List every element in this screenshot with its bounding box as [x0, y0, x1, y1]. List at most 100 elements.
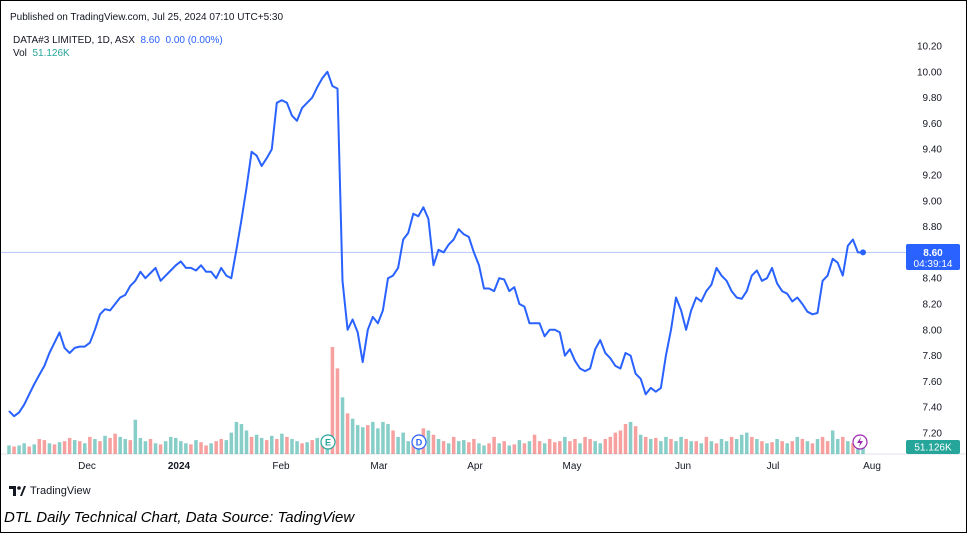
volume-bar — [194, 440, 198, 454]
volume-bar — [270, 435, 274, 454]
volume-bar — [441, 441, 446, 454]
volume-bar — [664, 436, 668, 454]
y-tick-label: 9.40 — [923, 145, 943, 156]
volume-bar — [456, 441, 461, 454]
volume-bar — [618, 430, 623, 454]
volume-bar — [234, 421, 239, 454]
volume-bar — [72, 440, 77, 454]
tradingview-logo-icon — [9, 486, 26, 496]
volume-bar — [750, 436, 754, 454]
volume-bar — [623, 424, 628, 454]
volume-bar — [497, 443, 501, 454]
volume-bar — [785, 443, 789, 454]
symbol-name: DATA#3 LIMITED, 1D, ASX — [13, 35, 135, 46]
y-tick-label: 9.80 — [923, 93, 943, 104]
price-badge-bg — [906, 244, 960, 270]
volume-bar — [108, 437, 112, 454]
volume-bar — [835, 439, 840, 454]
earnings-marker[interactable]: E — [320, 434, 336, 450]
y-tick-label: 7.80 — [923, 351, 943, 362]
volume-bar — [83, 443, 87, 454]
price-badge: 8.60 04:39:14 — [906, 244, 960, 270]
y-tick-label: 8.40 — [923, 274, 943, 285]
volume-bar — [830, 430, 835, 454]
volume-bar — [27, 446, 31, 454]
volume-bar — [204, 445, 208, 454]
volume-bar — [547, 439, 552, 454]
volume-bar — [381, 421, 385, 454]
volume-bar — [507, 445, 512, 454]
last-price-dot — [860, 249, 866, 256]
volume-bar — [98, 441, 102, 454]
price-series-line — [8, 70, 863, 418]
legend-change: 0.00 (0.00%) — [165, 35, 223, 46]
volume-bar — [563, 436, 567, 454]
volume-bar — [310, 440, 314, 454]
symbol-legend[interactable]: DATA#3 LIMITED, 1D, ASX 8.60 0.00 (0.00%… — [13, 35, 223, 46]
volume-bar — [209, 443, 213, 454]
volume-bar — [376, 428, 380, 454]
volume-bar — [588, 439, 592, 454]
volume-bar — [280, 433, 284, 454]
volume-bar — [103, 435, 107, 454]
volume-bar — [32, 444, 37, 454]
volume-bar — [765, 443, 769, 454]
volume-bar — [502, 441, 506, 454]
volume-bar — [780, 441, 784, 454]
dividend-marker[interactable]: D — [411, 434, 427, 450]
price-chart[interactable]: 10.2010.009.809.609.409.209.008.808.608.… — [1, 1, 966, 481]
volume-bar — [123, 439, 127, 454]
volume-bar — [573, 439, 577, 454]
volume-bar — [633, 426, 638, 454]
volume-bar — [315, 437, 320, 454]
volume-bar — [851, 443, 855, 454]
x-tick-label: Mar — [370, 461, 388, 472]
volume-bar — [608, 436, 613, 454]
y-tick-label: 7.20 — [923, 429, 943, 440]
volume-bar — [239, 424, 244, 454]
volume-bar — [689, 441, 693, 454]
volume-bar — [467, 442, 471, 454]
volume-bar — [684, 439, 688, 454]
price-axis: 10.20 10.00 9.80 9.60 9.40 9.20 9.00 8.80 8.60 8.… — [917, 42, 942, 440]
volume-bar — [386, 424, 390, 454]
y-tick-label: 9.00 — [923, 196, 943, 207]
volume-bar — [229, 432, 234, 454]
volume-bar — [598, 443, 602, 454]
volume-bar — [224, 440, 229, 454]
volume-bar — [163, 441, 168, 454]
volume-legend[interactable]: Vol 51.126K — [13, 48, 70, 59]
volume-bar — [12, 446, 16, 454]
volume-bar — [411, 443, 416, 454]
published-text: Published on TradingView.com, Jul 25, 20… — [10, 12, 284, 23]
volume-bar — [350, 418, 355, 454]
lightning-event-icon[interactable] — [852, 434, 868, 450]
volume-bar — [295, 441, 299, 454]
volume-bar — [446, 443, 451, 454]
x-tick-label: Aug — [863, 461, 881, 472]
volume-bar — [472, 439, 476, 454]
volume-bar — [729, 436, 734, 454]
volume-bar — [800, 439, 805, 454]
time-axis: Dec 2024 Feb Mar Apr May Jun Jul Aug — [78, 461, 881, 472]
volume-bar — [638, 434, 643, 454]
volume-bar — [820, 436, 825, 454]
volume-bar — [552, 442, 557, 454]
volume-bar — [300, 443, 304, 454]
volume-bar — [537, 441, 542, 454]
volume-bar — [214, 441, 218, 454]
volume-bar — [173, 437, 178, 454]
volume-bar — [431, 434, 436, 454]
volume-bar — [285, 436, 289, 454]
volume-bar — [158, 444, 163, 454]
price-badge-value: 8.60 — [923, 248, 943, 259]
volume-bar — [133, 419, 138, 454]
y-tick-label: 8.80 — [923, 222, 943, 233]
x-tick-label: Jul — [767, 461, 780, 472]
y-tick-label: 7.60 — [923, 377, 943, 388]
tradingview-branding[interactable]: TradingView — [9, 485, 91, 497]
volume-bar — [512, 444, 517, 454]
volume-bar — [153, 443, 158, 454]
volume-bar — [568, 441, 572, 454]
volume-bar — [290, 439, 294, 454]
